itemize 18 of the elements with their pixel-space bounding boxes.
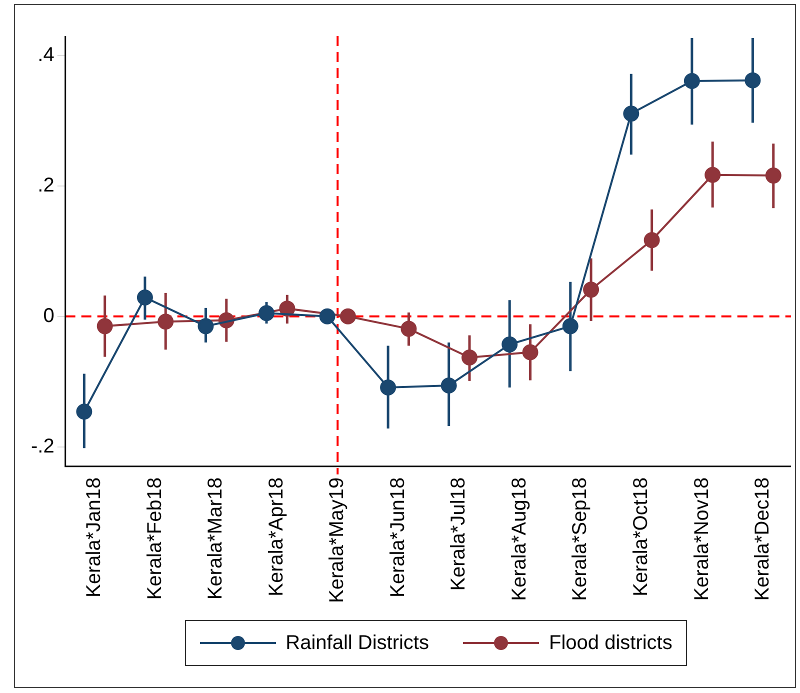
x-tick-label: Kerala*Apr18 <box>265 477 288 596</box>
y-tick-label: .4 <box>38 44 54 66</box>
x-tick-label: Kerala*Jul18 <box>448 477 470 591</box>
x-tick-label: Kerala*Jun18 <box>386 477 409 598</box>
x-tick-label: Kerala*May19 <box>326 477 348 603</box>
y-tick-label: 0 <box>43 304 54 327</box>
x-tick-label: Kerala*Nov18 <box>690 477 713 601</box>
x-tick-label: Kerala*Mar18 <box>204 477 227 600</box>
x-tick-label: Kerala*Jan18 <box>83 477 106 598</box>
legend-label: Flood districts <box>548 632 672 654</box>
legend-label: Rainfall Districts <box>286 632 429 654</box>
x-tick-label: Kerala*Dec18 <box>752 477 774 601</box>
x-tick-label: Kerala*Oct18 <box>630 477 652 596</box>
x-tick-label: Kerala*Aug18 <box>508 477 530 601</box>
x-tick-label: Kerala*Sep18 <box>569 477 592 601</box>
y-tick-label: -.2 <box>30 435 54 458</box>
y-tick-label: .2 <box>38 174 54 196</box>
x-tick-label: Kerala*Feb18 <box>144 477 166 600</box>
